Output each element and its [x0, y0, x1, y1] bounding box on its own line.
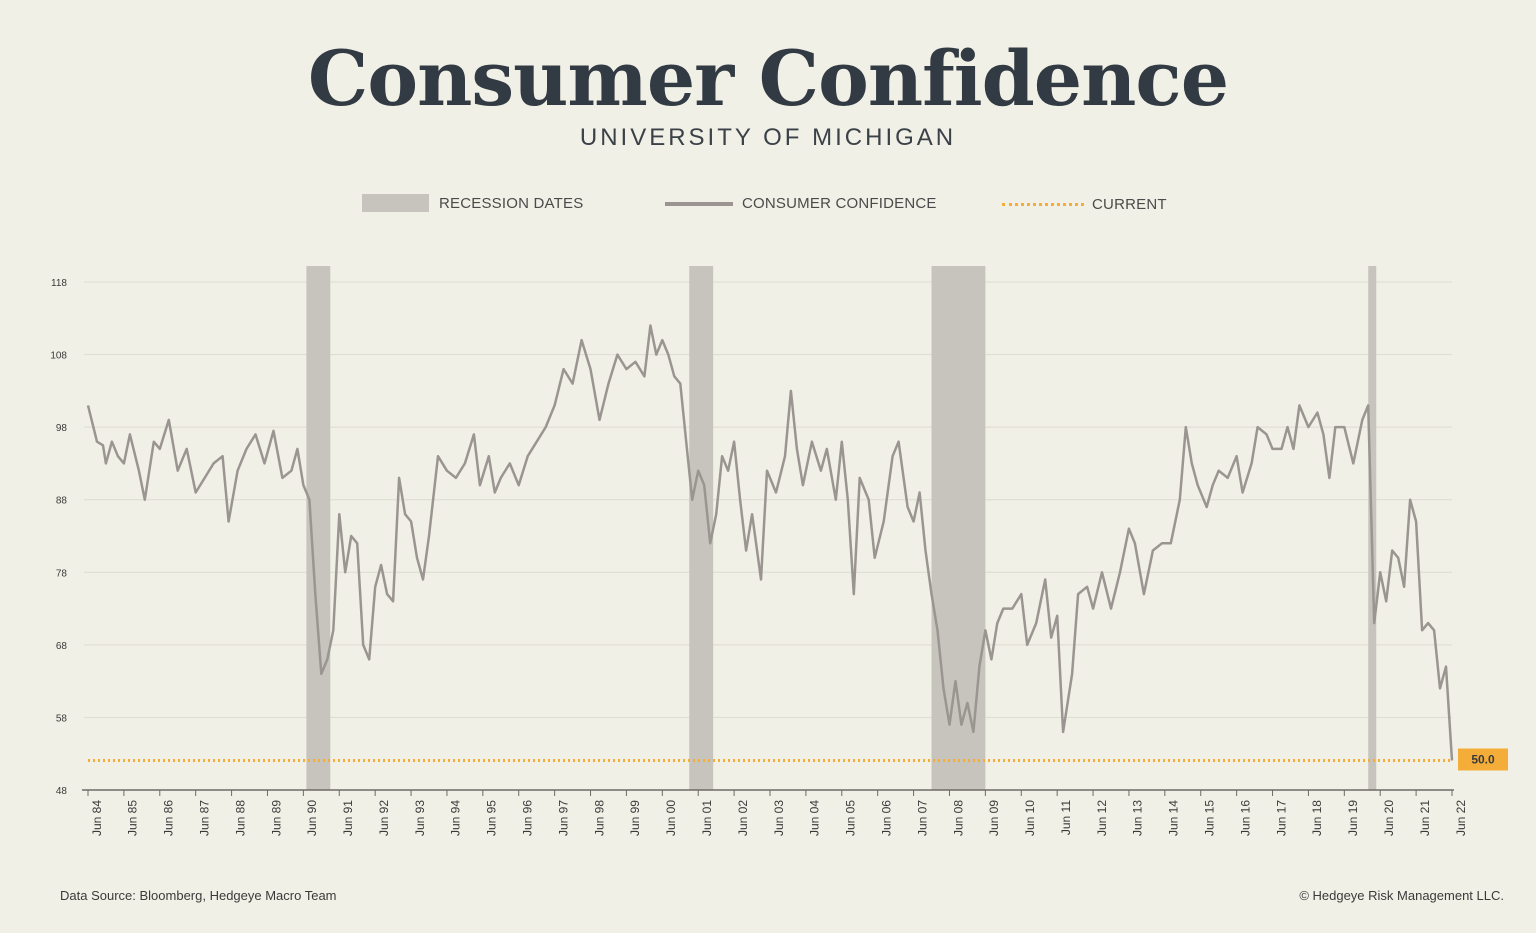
x-tick-label: Jun 15	[1203, 800, 1217, 836]
x-tick-label: Jun 88	[233, 800, 247, 836]
x-tick-label: Jun 87	[197, 800, 211, 836]
x-tick-label: Jun 18	[1310, 800, 1324, 836]
chart-subtitle: UNIVERSITY OF MICHIGAN	[579, 124, 957, 151]
x-axis-ticks: Jun 84 Jun 85 Jun 86 Jun 87 Jun 88 Jun 89 Jun …	[87, 790, 1468, 836]
x-tick-label: Jun 06	[879, 800, 893, 836]
legend-series-swatch	[665, 202, 733, 206]
x-tick-label: Jun 94	[449, 800, 463, 836]
x-tick-label: Jun 16	[1238, 800, 1252, 836]
y-tick-label: 68	[56, 641, 68, 652]
x-tick-label: Jun 85	[126, 800, 140, 836]
current-value-label: 50.0	[1471, 752, 1495, 766]
x-tick-label: Jun 20	[1382, 800, 1396, 836]
x-tick-label: Jun 92	[377, 800, 391, 836]
current-value-badge: 50.0	[1458, 748, 1508, 771]
x-tick-label: Jun 07	[915, 800, 929, 836]
x-tick-label: Jun 02	[736, 800, 750, 836]
x-tick-label: Jun 19	[1346, 800, 1360, 836]
x-tick-label: Jun 13	[1131, 800, 1145, 836]
x-tick-label: Jun 04	[808, 800, 822, 836]
y-tick-label: 88	[56, 496, 68, 507]
y-tick-label: 78	[56, 568, 68, 579]
x-tick-label: Jun 98	[592, 800, 606, 836]
x-tick-label: Jun 10	[1023, 800, 1037, 836]
x-tick-label: Jun 22	[1454, 800, 1468, 836]
consumer-confidence-line	[86, 324, 1454, 761]
copyright: © Hedgeye Risk Management LLC.	[1299, 888, 1504, 903]
legend-current-swatch	[1002, 203, 1084, 206]
legend-recession-swatch	[362, 194, 429, 212]
x-tick-label: Jun 08	[951, 800, 965, 836]
x-tick-label: Jun 97	[556, 800, 570, 836]
x-tick-label: Jun 95	[485, 800, 499, 836]
y-tick-label: 48	[56, 786, 68, 797]
legend-recession-label: RECESSION DATES	[439, 195, 584, 212]
x-tick-label: Jun 03	[772, 800, 786, 836]
current-value-box	[1458, 748, 1508, 771]
y-tick-label: 118	[51, 278, 67, 289]
x-tick-label: Jun 91	[341, 800, 355, 836]
chart-title: Consumer Confidence	[307, 34, 1229, 123]
recession-bands	[306, 266, 1377, 790]
x-tick-label: Jun 12	[1095, 800, 1109, 836]
x-tick-label: Jun 00	[664, 800, 678, 836]
recession-band	[306, 266, 331, 790]
legend-series-label: CONSUMER CONFIDENCE	[742, 195, 937, 212]
x-tick-label: Jun 86	[162, 800, 176, 836]
x-tick-label: Jun 93	[413, 800, 427, 836]
x-tick-label: Jun 17	[1274, 800, 1288, 836]
x-tick-label: Jun 05	[844, 800, 858, 836]
x-tick-label: Jun 89	[269, 800, 283, 836]
x-tick-label: Jun 14	[1167, 800, 1181, 836]
x-tick-label: Jun 11	[1059, 800, 1073, 835]
y-tick-label: 98	[56, 423, 68, 434]
x-tick-label: Jun 01	[700, 800, 714, 836]
x-tick-label: Jun 90	[305, 800, 319, 836]
y-axis-ticks: 48 58 68 78 88 98 108 118	[50, 278, 67, 797]
x-tick-label: Jun 09	[987, 800, 1001, 836]
recession-band	[689, 266, 714, 790]
y-tick-label: 108	[50, 351, 67, 362]
x-tick-label: Jun 21	[1418, 800, 1432, 836]
x-tick-label: Jun 96	[521, 800, 535, 836]
x-tick-label: Jun 99	[628, 800, 642, 836]
y-tick-label: 58	[56, 713, 68, 724]
grid-lines	[84, 281, 1452, 718]
legend-current-label: CURRENT	[1092, 196, 1167, 213]
x-tick-label: Jun 84	[90, 800, 104, 836]
data-source: Data Source: Bloomberg, Hedgeye Macro Te…	[60, 888, 337, 903]
